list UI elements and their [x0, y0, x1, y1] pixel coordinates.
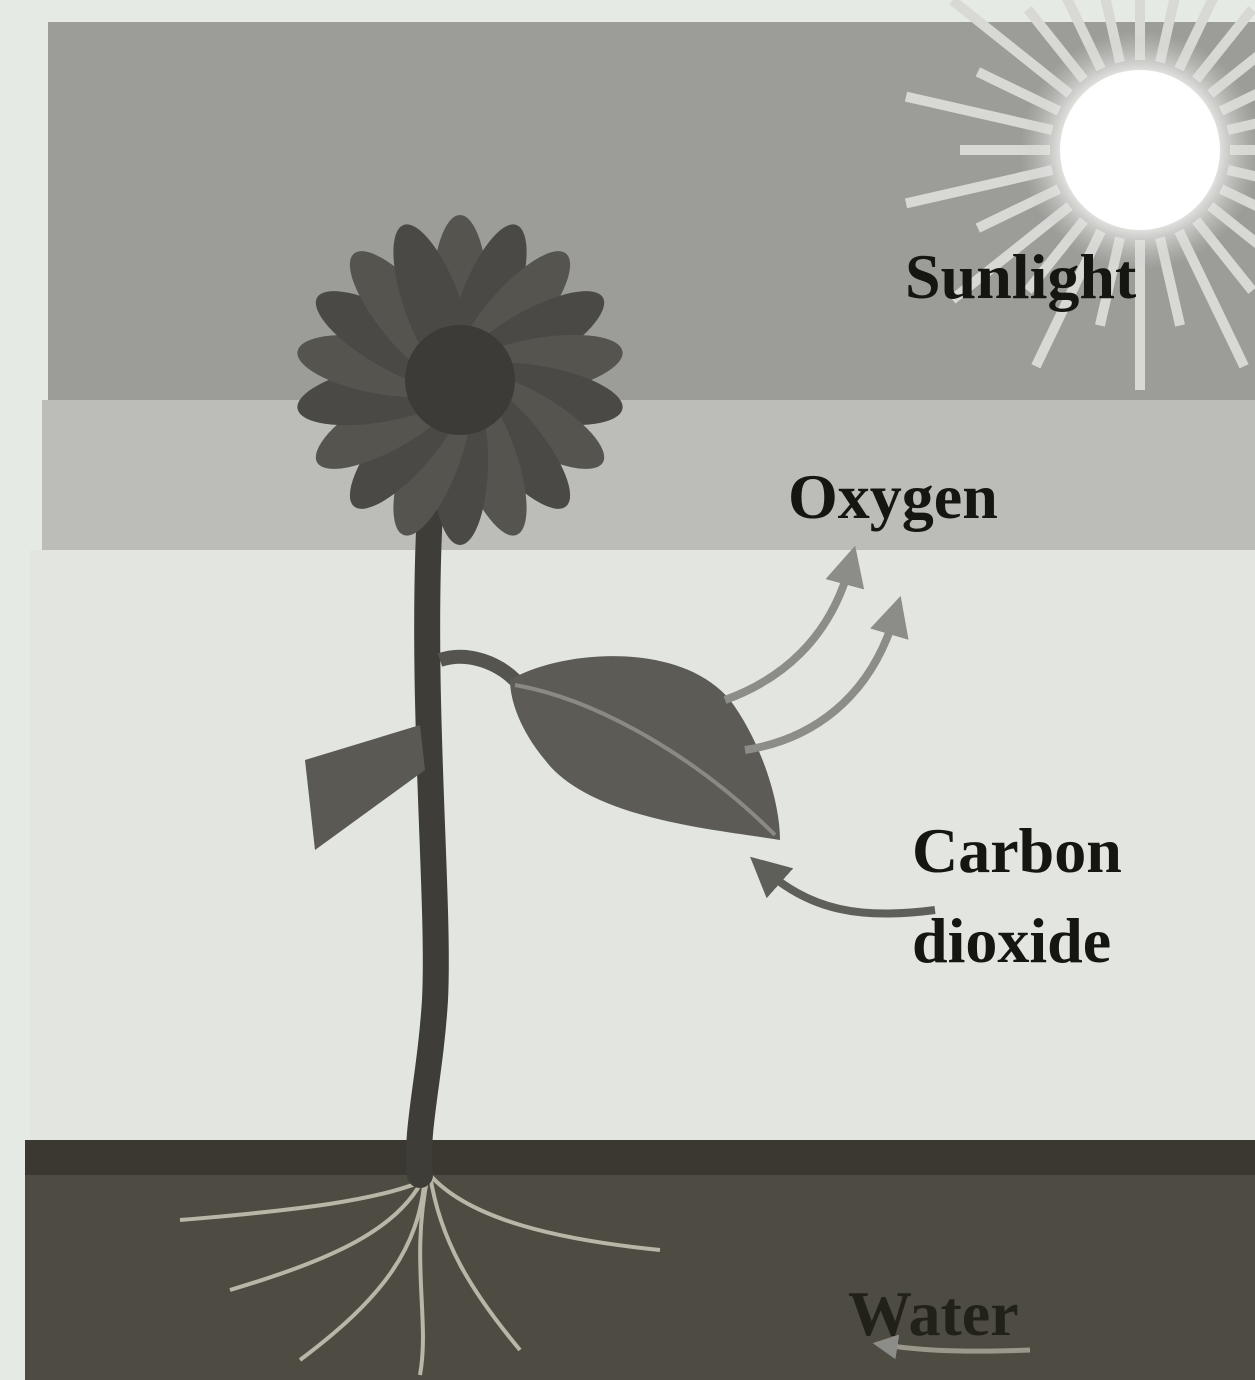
photosynthesis-diagram: Sunlight Oxygen Carbon dioxide Water — [0, 0, 1255, 1380]
stem — [419, 510, 436, 1175]
air-band — [42, 400, 1255, 550]
soil-surface — [25, 1140, 1255, 1175]
carbon-dioxide-label: Carbon — [912, 815, 1122, 886]
water-label: Water — [848, 1278, 1019, 1349]
sunlight-label: Sunlight — [905, 241, 1137, 312]
carbon-dioxide-label: dioxide — [912, 905, 1111, 976]
oxygen-label: Oxygen — [788, 461, 998, 532]
sun-core — [1060, 70, 1220, 230]
flower-center — [405, 325, 515, 435]
page: Sunlight Oxygen Carbon dioxide Water (()… — [0, 0, 1255, 1380]
soil — [25, 1140, 1255, 1380]
